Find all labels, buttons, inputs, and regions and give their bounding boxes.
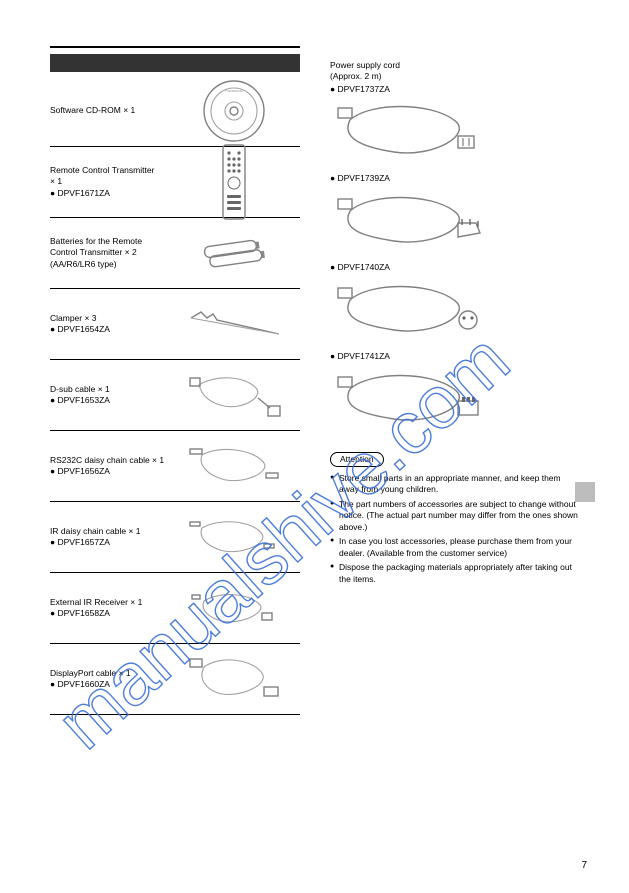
page-number: 7 [581, 860, 587, 871]
cdrom-icon: Panasonic [168, 82, 300, 140]
displayport-cable-icon [168, 650, 300, 708]
accessory-row: Clamper × 3● DPVF1654ZA [50, 289, 300, 360]
accessory-label: Remote Control Transmitter× 1● DPVF1671Z… [50, 165, 168, 199]
accessory-label: Batteries for the RemoteControl Transmit… [50, 236, 168, 270]
accessory-row: D-sub cable × 1● DPVF1653ZA [50, 360, 300, 431]
accessory-label: RS232C daisy chain cable × 1● DPVF1656ZA [50, 455, 168, 478]
cord-label: ● DPVF1739ZA [330, 173, 580, 184]
cord-label: ● DPVF1737ZA [330, 84, 580, 95]
ir-receiver-icon [168, 579, 300, 637]
svg-text:Panasonic: Panasonic [225, 88, 244, 93]
cord-row: ● DPVF1737ZA [330, 84, 580, 167]
dsub-cable-icon [168, 366, 300, 424]
cord-label: ● DPVF1740ZA [330, 262, 580, 273]
power-cord-icon [330, 364, 490, 434]
cord-row: ● DPVF1739ZA [330, 173, 580, 256]
accessory-label: D-sub cable × 1● DPVF1653ZA [50, 384, 168, 407]
clamper-icon [168, 295, 300, 353]
attention-item: Dispose the packaging materials appropri… [330, 562, 580, 585]
attention-pill: Attention [330, 452, 384, 467]
accessory-row: IR daisy chain cable × 1● DPVF1657ZA [50, 502, 300, 573]
side-tab [575, 482, 595, 502]
accessory-label: Software CD-ROM × 1 [50, 105, 168, 116]
power-cord-icon [330, 275, 490, 345]
power-cord-icon [330, 97, 490, 167]
rule-top [50, 46, 300, 48]
cord-label: ● DPVF1741ZA [330, 351, 580, 362]
accessory-row: RS232C daisy chain cable × 1● DPVF1656ZA [50, 431, 300, 502]
attention-item: In case you lost accessories, please pur… [330, 536, 580, 559]
accessory-label: IR daisy chain cable × 1● DPVF1657ZA [50, 526, 168, 549]
accessory-row: DisplayPort cable × 1● DPVF1660ZA [50, 644, 300, 715]
cord-heading-text: Power supply cord [330, 60, 400, 70]
batteries-icon [168, 224, 300, 282]
attention-block: Attention [330, 452, 580, 467]
cord-row: ● DPVF1741ZA [330, 351, 580, 434]
accessory-row: External IR Receiver × 1● DPVF1658ZA [50, 573, 300, 644]
heading-bar [50, 54, 300, 72]
rs232c-cable-icon [168, 437, 300, 495]
accessory-row: Software CD-ROM × 1 Panasonic [50, 76, 300, 147]
attention-item: The part numbers of accessories are subj… [330, 499, 580, 533]
cord-row: ● DPVF1740ZA [330, 262, 580, 345]
accessory-row: Batteries for the RemoteControl Transmit… [50, 218, 300, 289]
attention-body: Store small parts in an appropriate mann… [330, 473, 580, 585]
cord-note: (Approx. 2 m) [330, 71, 382, 81]
accessory-list: Software CD-ROM × 1 Panasonic Remote Con… [50, 76, 300, 715]
cord-heading: Power supply cord (Approx. 2 m) [330, 60, 580, 82]
accessory-row: Remote Control Transmitter× 1● DPVF1671Z… [50, 147, 300, 218]
accessory-label: External IR Receiver × 1● DPVF1658ZA [50, 597, 168, 620]
ir-daisy-cable-icon [168, 508, 300, 566]
accessory-label: Clamper × 3● DPVF1654ZA [50, 313, 168, 336]
accessory-label: DisplayPort cable × 1● DPVF1660ZA [50, 668, 168, 691]
attention-item: Store small parts in an appropriate mann… [330, 473, 580, 496]
remote-icon [168, 153, 300, 211]
power-cord-icon [330, 186, 490, 256]
